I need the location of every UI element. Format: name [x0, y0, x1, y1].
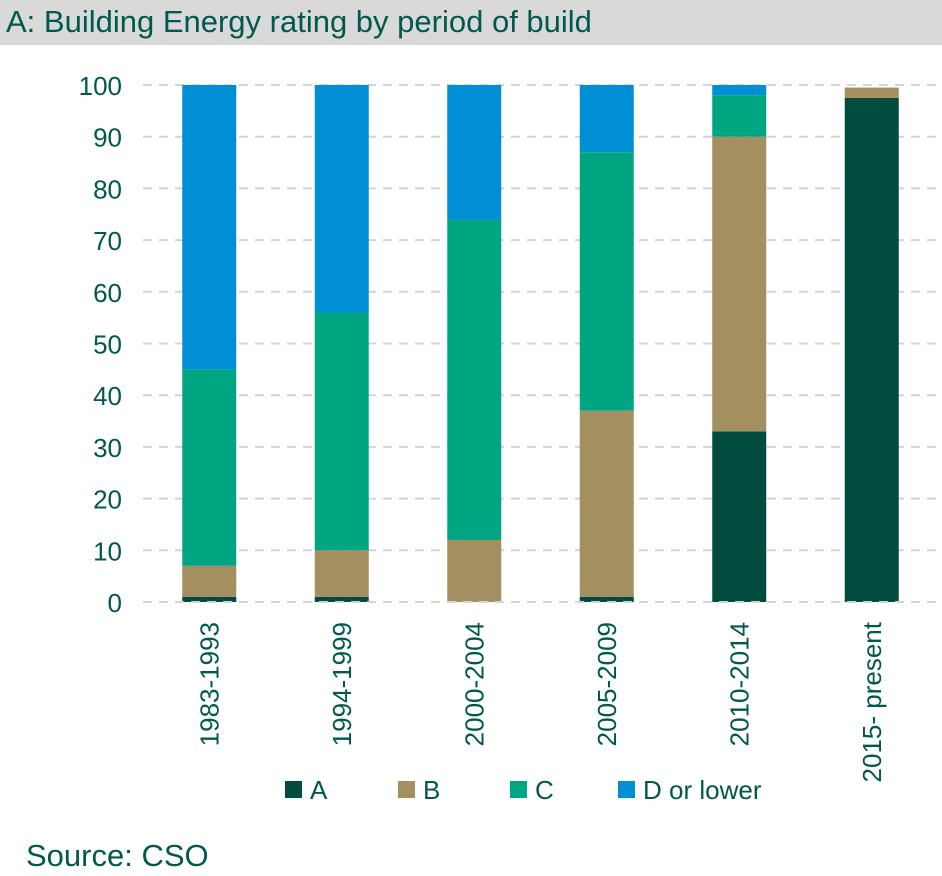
bar-segment: [314, 550, 369, 597]
bar-segment: [579, 85, 634, 153]
bar-segment: [844, 87, 899, 98]
x-tick-label: 2000-2004: [459, 622, 489, 746]
x-tick-label: 2005-2009: [592, 622, 622, 746]
legend-label: A: [310, 775, 328, 805]
bar-segment: [182, 369, 237, 566]
bar-segment: [712, 136, 767, 432]
y-tick-label: 60: [93, 278, 122, 308]
bar-segment: [182, 596, 237, 602]
legend-label: D or lower: [643, 775, 762, 805]
bar-segment: [314, 312, 369, 551]
y-tick-label: 20: [93, 485, 122, 515]
legend-swatch: [510, 781, 527, 798]
bar-segment: [447, 219, 502, 540]
y-tick-label: 100: [79, 71, 122, 101]
bar-segment: [712, 95, 767, 137]
y-tick-label: 90: [93, 123, 122, 153]
bar-segment: [579, 596, 634, 602]
y-tick-label: 50: [93, 330, 122, 360]
y-tick-label: 40: [93, 381, 122, 411]
bar-segment: [579, 410, 634, 597]
legend-label: C: [535, 775, 554, 805]
x-tick-label: 1994-1999: [327, 622, 357, 746]
bar-segment: [314, 85, 369, 313]
legend-swatch: [618, 781, 635, 798]
legend-swatch: [285, 781, 302, 798]
bar-segment: [712, 85, 767, 96]
source-note: Source: CSO: [26, 838, 209, 873]
y-tick-label: 30: [93, 433, 122, 463]
chart-title: A: Building Energy rating by period of b…: [6, 4, 592, 39]
bar-segment: [447, 539, 502, 602]
y-tick-label: 70: [93, 226, 122, 256]
legend-swatch: [398, 781, 415, 798]
bar-segment: [579, 152, 634, 411]
title-bar: A: Building Energy rating by period of b…: [0, 0, 942, 45]
bar-segment: [182, 565, 237, 597]
y-tick-label: 10: [93, 536, 122, 566]
y-tick-label: 0: [108, 588, 122, 618]
x-tick-label: 2015- present: [857, 621, 887, 782]
bar-segment: [314, 596, 369, 602]
bar-segment: [844, 97, 899, 603]
legend-label: B: [423, 775, 440, 805]
bar-segment: [712, 431, 767, 602]
y-tick-label: 80: [93, 174, 122, 204]
bar-segment: [182, 85, 237, 370]
x-tick-label: 1983-1993: [194, 622, 224, 746]
bar-segment: [447, 85, 502, 220]
x-tick-label: 2010-2014: [724, 622, 754, 746]
